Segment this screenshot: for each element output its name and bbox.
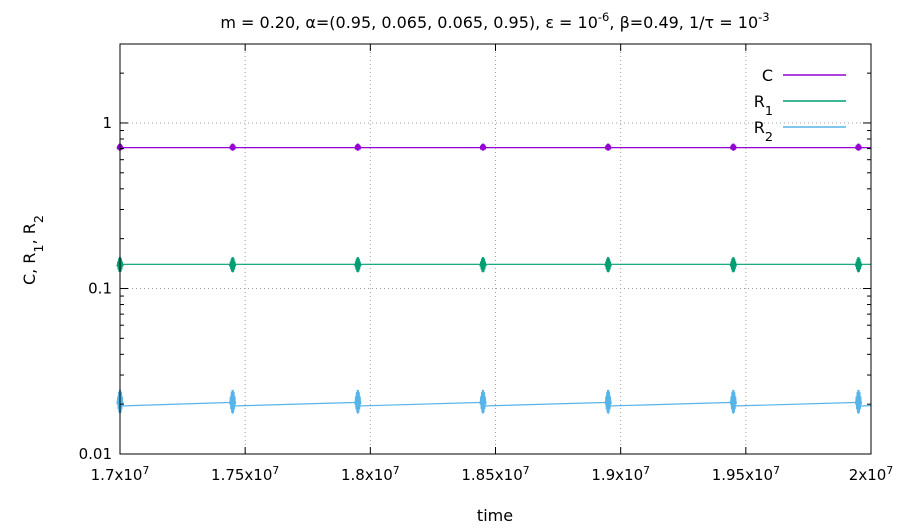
y-tick-label: 0.01	[79, 445, 112, 463]
x-tick-base: 1.7x10	[91, 466, 143, 484]
x-tick-exponent: 7	[773, 464, 780, 477]
tick-layer: 1.7x107 1.75x107 1.8x107 1.85x107 1.9x107 1.9…	[79, 44, 893, 485]
legend-name: C	[762, 66, 773, 85]
x-tick-exponent: 7	[393, 464, 400, 477]
series-spike	[854, 257, 863, 273]
series-spike	[354, 143, 362, 151]
series-layer	[116, 143, 872, 414]
x-tick-base: 1.95x10	[712, 466, 773, 484]
y-tick-label: 1	[102, 114, 112, 132]
legend-label: C	[762, 66, 773, 85]
series-spike	[354, 389, 362, 414]
x-axis-label: time	[477, 506, 513, 525]
text-part: , R	[20, 223, 39, 244]
text-part: 2	[32, 215, 47, 223]
series-spike	[229, 143, 237, 151]
x-tick-label: 1.9x107	[591, 464, 650, 485]
grid-layer	[120, 44, 871, 454]
x-tick-base: 2x10	[849, 466, 887, 484]
x-tick-label: 2x107	[849, 464, 893, 485]
text-part: C, R	[20, 253, 39, 285]
legend-label: R1	[754, 92, 773, 119]
series-spike	[729, 389, 737, 414]
x-tick-base: 1.9x10	[591, 466, 643, 484]
text-part: -6	[598, 10, 609, 24]
text-part: m = 0.20, α=(0.95, 0.065, 0.065, 0.95), …	[220, 13, 598, 32]
text-part: , β=0.49, 1/τ = 10	[609, 13, 758, 32]
x-tick-base: 1.75x10	[211, 466, 272, 484]
series-spike	[604, 143, 612, 151]
series-spike	[604, 389, 612, 414]
series-2	[116, 389, 872, 414]
series-spike	[604, 257, 612, 273]
series-spike	[479, 389, 487, 414]
series-spike	[228, 389, 237, 414]
x-tick-exponent: 7	[523, 464, 530, 477]
series-spike	[854, 143, 863, 151]
x-tick-exponent: 7	[142, 464, 149, 477]
y-tick-label: 0.1	[88, 279, 112, 297]
legend-label: R2	[754, 118, 773, 145]
text-part: 1	[32, 244, 47, 252]
text-part: -3	[758, 10, 769, 24]
series-line	[119, 401, 872, 407]
x-tick-exponent: 7	[643, 464, 650, 477]
x-tick-label: 1.8x107	[341, 464, 400, 485]
x-tick-label: 1.7x107	[91, 464, 150, 485]
x-tick-exponent: 7	[886, 464, 893, 477]
x-tick-base: 1.85x10	[461, 466, 522, 484]
series-spike	[729, 143, 737, 151]
x-tick-label: 1.95x107	[712, 464, 780, 485]
x-tick-base: 1.8x10	[341, 466, 393, 484]
chart-title: m = 0.20, α=(0.95, 0.065, 0.065, 0.95), …	[220, 10, 769, 32]
x-tick-label: 1.75x107	[211, 464, 279, 485]
series-spike	[354, 257, 362, 273]
x-tick-exponent: 7	[272, 464, 279, 477]
series-spike	[479, 257, 487, 273]
y-axis-label: C, R1, R2	[20, 215, 47, 285]
legend-name: R	[754, 118, 765, 137]
series-spike	[854, 389, 863, 414]
x-tick-label: 1.85x107	[461, 464, 529, 485]
series-spike	[479, 143, 487, 151]
series-spike	[729, 257, 737, 273]
legend-subscript: 1	[765, 104, 773, 119]
legend-subscript: 2	[765, 130, 773, 145]
series-spike	[228, 257, 237, 273]
legend-name: R	[754, 92, 765, 111]
